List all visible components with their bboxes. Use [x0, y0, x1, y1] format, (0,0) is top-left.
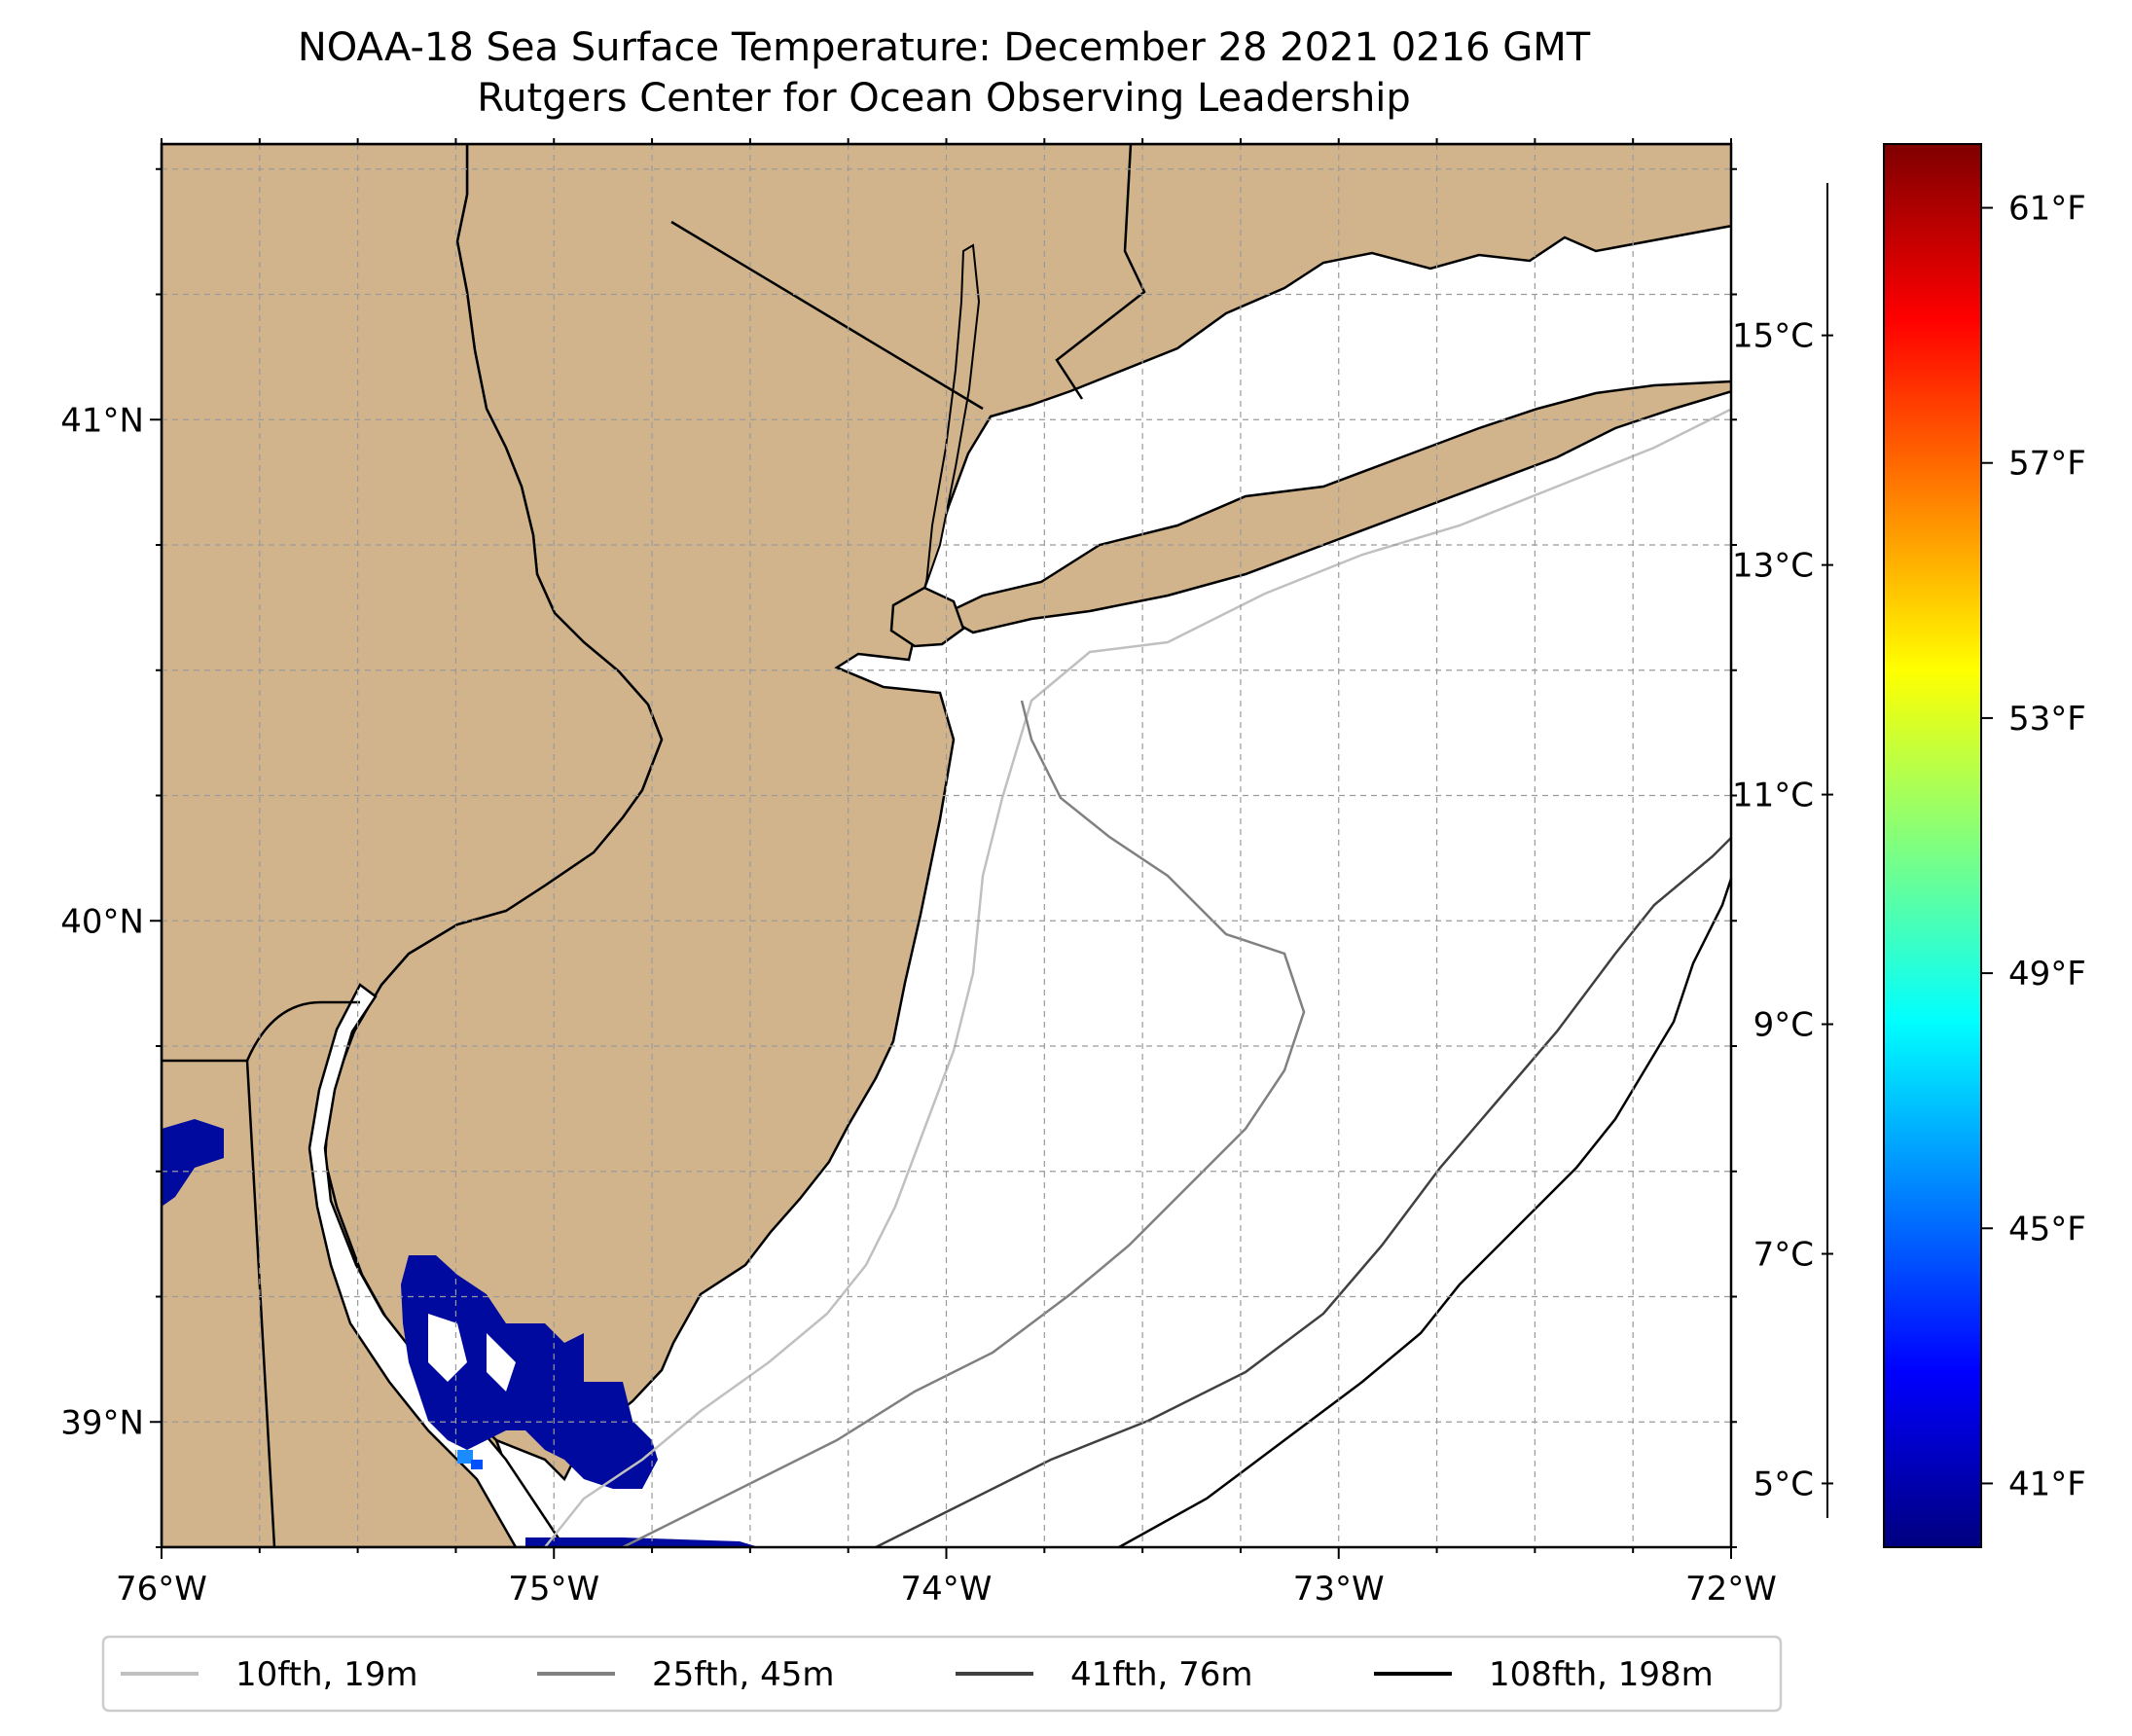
colorbar-c-label: 15°C	[1732, 317, 1814, 356]
colorbar-ticks: 41°F 45°F 49°F 53°F 57°F 61°F 5°C 7°C 9°C 11°C 13°…	[1732, 183, 2086, 1518]
y-tick-label: 41°N	[60, 401, 144, 440]
x-tick-label: 72°W	[1685, 1570, 1777, 1609]
land-staten-island	[889, 586, 965, 648]
colorbar-c-label: 11°C	[1732, 777, 1814, 815]
isobath-108fth	[1118, 875, 1731, 1547]
sst-gap	[428, 1314, 516, 1392]
x-tick-label: 76°W	[116, 1570, 207, 1609]
sst-pixel-warm-2	[471, 1460, 483, 1469]
x-tick-label: 74°W	[901, 1570, 993, 1609]
colorbar-f-label: 61°F	[2008, 190, 2086, 229]
legend-box	[101, 1635, 1783, 1713]
colorbar-f-label: 49°F	[2008, 955, 2086, 994]
colorbar-f-label: 53°F	[2008, 700, 2086, 739]
legend-label: 108fth, 198m	[1489, 1655, 1714, 1694]
sst-pixel-warm	[457, 1450, 473, 1464]
colorbar-c-label: 7°C	[1753, 1235, 1814, 1274]
map-axes: 76°W 75°W 74°W 73°W 72°W 41°N 40°N 39°N	[60, 138, 1777, 1609]
sst-pixels-south	[525, 1537, 759, 1547]
legend-label: 25fth, 45m	[652, 1655, 835, 1694]
colorbar-c-label: 5°C	[1753, 1465, 1814, 1503]
colorbar-f-label: 41°F	[2008, 1465, 2086, 1503]
colorbar-f-label: 45°F	[2008, 1210, 2086, 1248]
colorbar-gradient	[1883, 143, 1982, 1548]
delaware-river	[307, 983, 566, 1547]
state-border-ny-nj	[670, 220, 984, 411]
colorbar-c-label: 9°C	[1753, 1006, 1814, 1045]
sst-data-layer	[162, 1119, 759, 1547]
colorbar-c-label: 13°C	[1732, 547, 1814, 586]
x-tick-label: 75°W	[508, 1570, 599, 1609]
isobath-25fth	[622, 700, 1306, 1547]
sst-pixels-delaware-bay	[401, 1255, 658, 1489]
x-tick-label: 73°W	[1293, 1570, 1385, 1609]
state-border-de-arc	[245, 1000, 360, 1062]
gridlines	[162, 144, 1731, 1547]
colorbar-f-label: 57°F	[2008, 445, 2086, 484]
legend-label: 41fth, 76m	[1070, 1655, 1253, 1694]
isobath-41fth	[875, 836, 1731, 1547]
land-manhattan	[925, 243, 981, 585]
land-long-island	[939, 380, 1731, 634]
state-border-ct-ny	[1055, 144, 1146, 400]
map-subtitle: Rutgers Center for Ocean Observing Leade…	[477, 76, 1411, 121]
map-title: NOAA-18 Sea Surface Temperature: Decembe…	[297, 25, 1591, 70]
legend-label: 10fth, 19m	[235, 1655, 418, 1694]
isobath-10fth	[544, 408, 1731, 1547]
sst-pixels-upper-river	[162, 1119, 224, 1207]
map-layers	[162, 144, 1731, 1547]
y-tick-label: 39°N	[60, 1403, 144, 1442]
isobath-legend: 10fth, 19m 25fth, 45m 41fth, 76m 108fth, 19…	[101, 1635, 1783, 1713]
y-tick-label: 40°N	[60, 902, 144, 941]
colorbar: 41°F 45°F 49°F 53°F 57°F 61°F 5°C 7°C 9°C 11°C 13°…	[1732, 143, 2086, 1548]
